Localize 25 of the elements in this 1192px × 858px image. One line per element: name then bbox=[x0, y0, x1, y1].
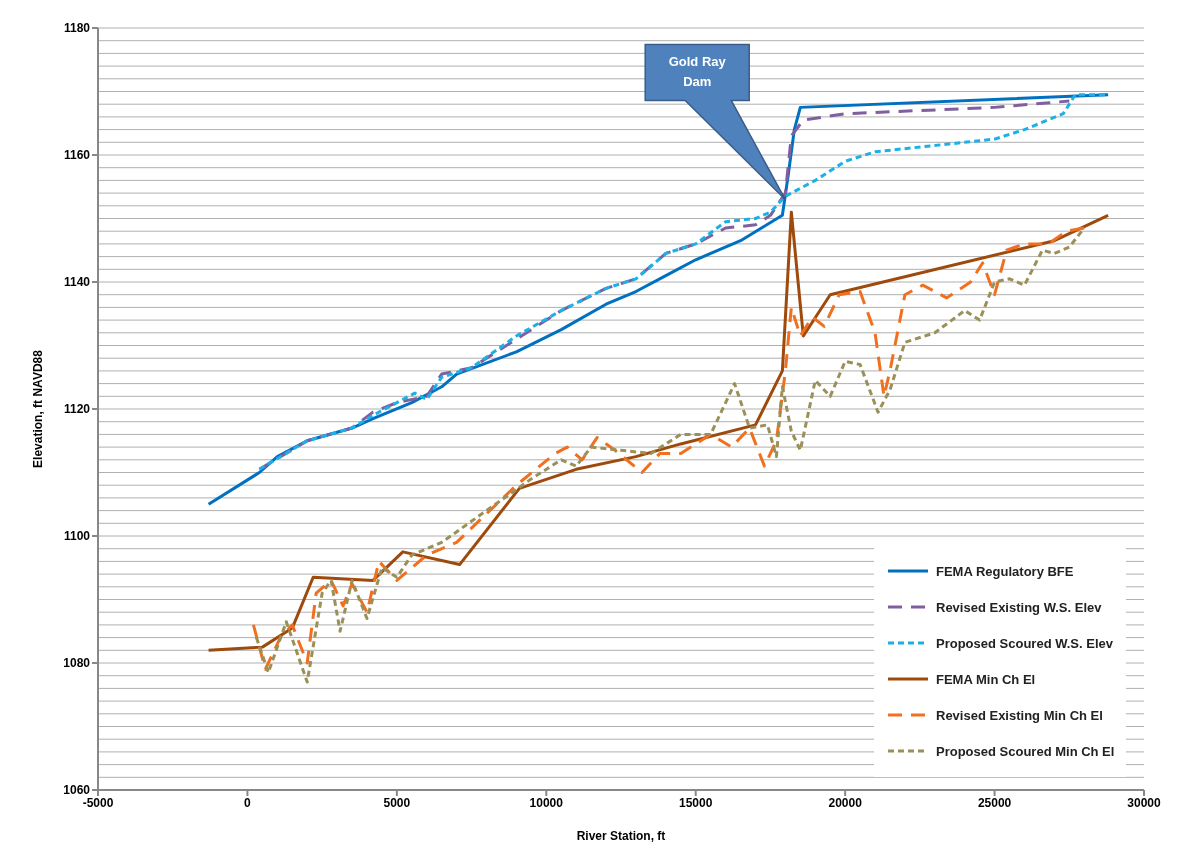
legend-label: FEMA Min Ch El bbox=[936, 671, 1036, 687]
x-axis-title: River Station, ft bbox=[576, 829, 666, 843]
x-tick-label: 5000 bbox=[383, 795, 411, 810]
y-tick-label: 1100 bbox=[63, 529, 91, 544]
y-tick-label: 1180 bbox=[63, 21, 91, 36]
y-tick-label: 1160 bbox=[63, 148, 91, 163]
y-tick-label: 1140 bbox=[63, 275, 91, 290]
x-tick-label: 20000 bbox=[828, 795, 863, 810]
callout-arrow: Gold Ray Dam bbox=[644, 43, 786, 201]
legend-label: Proposed Scoured W.S. Elev bbox=[936, 635, 1113, 651]
x-tick-label: 15000 bbox=[679, 795, 713, 810]
x-tick-label: 10000 bbox=[529, 795, 564, 810]
x-tick-label: 25000 bbox=[977, 795, 1012, 810]
x-tick-label: 0 bbox=[244, 795, 252, 810]
legend-label: FEMA Regulatory BFE bbox=[936, 563, 1074, 579]
y-axis-title: Elevation, ft NAVD88 bbox=[31, 349, 46, 468]
legend-label: Revised Existing Min Ch El bbox=[936, 707, 1103, 723]
y-tick-label: 1080 bbox=[63, 656, 91, 671]
legend-label: Revised Existing W.S. Elev bbox=[936, 599, 1102, 615]
x-tick-label: 30000 bbox=[1127, 795, 1162, 810]
y-tick-label: 1120 bbox=[63, 402, 91, 417]
x-tick-label: -5000 bbox=[82, 795, 114, 810]
y-tick-label: 1060 bbox=[63, 783, 91, 798]
legend-label: Proposed Scoured Min Ch El bbox=[936, 743, 1115, 759]
annotation: Gold Ray Dam bbox=[668, 54, 727, 90]
